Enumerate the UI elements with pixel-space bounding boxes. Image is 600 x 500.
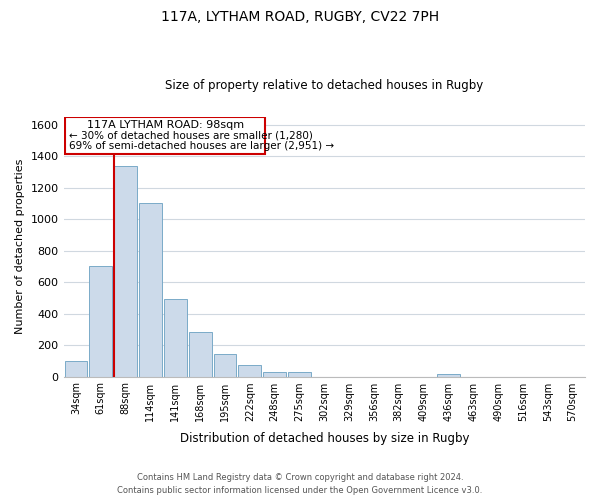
Bar (65, 117, 265, 154)
Bar (114, 166, 137, 376)
Text: 117A LYTHAM ROAD: 98sqm: 117A LYTHAM ROAD: 98sqm (88, 120, 245, 130)
Bar (164, 298, 187, 376)
Bar (214, 354, 236, 376)
Bar (65, 361, 88, 376)
Bar (89, 266, 112, 376)
Bar (263, 372, 286, 376)
Bar (139, 204, 162, 376)
Y-axis label: Number of detached properties: Number of detached properties (15, 159, 25, 334)
Bar (288, 372, 311, 376)
Bar (188, 332, 212, 376)
Bar (437, 374, 460, 376)
Text: ← 30% of detached houses are smaller (1,280): ← 30% of detached houses are smaller (1,… (68, 130, 313, 140)
Text: Contains HM Land Registry data © Crown copyright and database right 2024.
Contai: Contains HM Land Registry data © Crown c… (118, 474, 482, 495)
Bar (238, 364, 261, 376)
Title: Size of property relative to detached houses in Rugby: Size of property relative to detached ho… (165, 79, 484, 92)
X-axis label: Distribution of detached houses by size in Rugby: Distribution of detached houses by size … (179, 432, 469, 445)
Text: 117A, LYTHAM ROAD, RUGBY, CV22 7PH: 117A, LYTHAM ROAD, RUGBY, CV22 7PH (161, 10, 439, 24)
Text: 69% of semi-detached houses are larger (2,951) →: 69% of semi-detached houses are larger (… (68, 140, 334, 150)
